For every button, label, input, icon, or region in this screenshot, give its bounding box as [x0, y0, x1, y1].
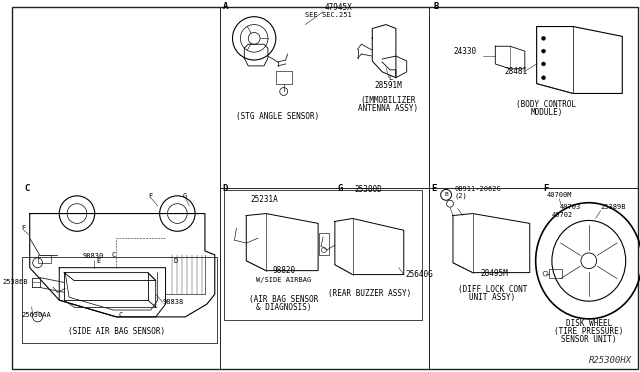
Text: DISK WHEEL: DISK WHEEL	[566, 319, 612, 328]
Text: 25640G: 25640G	[406, 270, 433, 279]
Text: 98820: 98820	[272, 266, 295, 275]
Text: 25389B: 25389B	[600, 203, 626, 210]
Text: 98830: 98830	[83, 253, 104, 259]
Text: L: L	[388, 75, 392, 81]
Text: MODULE): MODULE)	[531, 108, 563, 117]
Text: 25380D: 25380D	[355, 185, 382, 194]
Bar	[319, 233, 329, 255]
Text: (AIR BAG SENSOR: (AIR BAG SENSOR	[249, 295, 318, 304]
Text: 08911-2062G: 08911-2062G	[455, 186, 502, 192]
Text: SEE SEC.251: SEE SEC.251	[305, 12, 352, 18]
Circle shape	[541, 76, 545, 80]
Bar	[38, 255, 51, 263]
Text: G: G	[338, 184, 343, 193]
Text: 40702: 40702	[552, 212, 573, 218]
Text: E: E	[431, 184, 436, 193]
Text: F: F	[148, 193, 153, 199]
Bar	[223, 190, 422, 320]
Text: (REAR BUZZER ASSY): (REAR BUZZER ASSY)	[328, 289, 411, 298]
Text: (2): (2)	[455, 193, 468, 199]
Text: ANTENNA ASSY): ANTENNA ASSY)	[358, 104, 418, 113]
Text: (SIDE AIR BAG SENSOR): (SIDE AIR BAG SENSOR)	[68, 327, 165, 336]
Text: B: B	[433, 2, 438, 11]
Text: 47945X: 47945X	[325, 3, 353, 12]
Text: C: C	[111, 252, 115, 258]
Text: 98838: 98838	[163, 299, 184, 305]
Text: (DIFF LOCK CONT: (DIFF LOCK CONT	[458, 285, 527, 294]
Text: E: E	[97, 258, 100, 264]
Text: 28495M: 28495M	[481, 269, 508, 278]
Text: 40703: 40703	[559, 203, 580, 210]
Text: (STG ANGLE SENSOR): (STG ANGLE SENSOR)	[236, 112, 319, 121]
Text: 24330: 24330	[453, 47, 476, 56]
Text: 25630AA: 25630AA	[22, 312, 52, 318]
Text: 25386B: 25386B	[3, 279, 28, 285]
Text: R25300HX: R25300HX	[589, 356, 632, 365]
Text: D: D	[223, 184, 228, 193]
Text: UNIT ASSY): UNIT ASSY)	[469, 293, 515, 302]
Text: C: C	[118, 312, 122, 318]
Text: W/SIDE AIRBAG: W/SIDE AIRBAG	[256, 278, 311, 283]
Circle shape	[541, 49, 545, 53]
Text: 28591M: 28591M	[374, 81, 402, 90]
Text: (TIRE PRESSURE): (TIRE PRESSURE)	[554, 327, 623, 336]
Bar	[550, 269, 562, 278]
Text: (BODY CONTROL: (BODY CONTROL	[516, 100, 577, 109]
Bar	[22, 257, 217, 343]
Text: F: F	[22, 225, 26, 231]
Text: & DIAGNOSIS): & DIAGNOSIS)	[256, 303, 312, 312]
Text: 25231A: 25231A	[250, 195, 278, 204]
Text: SENSOR UNIT): SENSOR UNIT)	[561, 334, 616, 343]
Text: D: D	[173, 258, 177, 264]
Text: C: C	[25, 184, 30, 193]
Circle shape	[541, 62, 545, 66]
Text: 28481: 28481	[504, 67, 527, 76]
Text: 40700M: 40700M	[547, 192, 572, 198]
Text: A: A	[223, 2, 228, 11]
Bar	[276, 71, 292, 84]
Text: (IMMOBILIZER: (IMMOBILIZER	[360, 96, 416, 105]
Text: G: G	[183, 193, 188, 199]
Text: F: F	[543, 184, 549, 193]
Circle shape	[541, 36, 545, 40]
Text: B: B	[444, 192, 448, 198]
